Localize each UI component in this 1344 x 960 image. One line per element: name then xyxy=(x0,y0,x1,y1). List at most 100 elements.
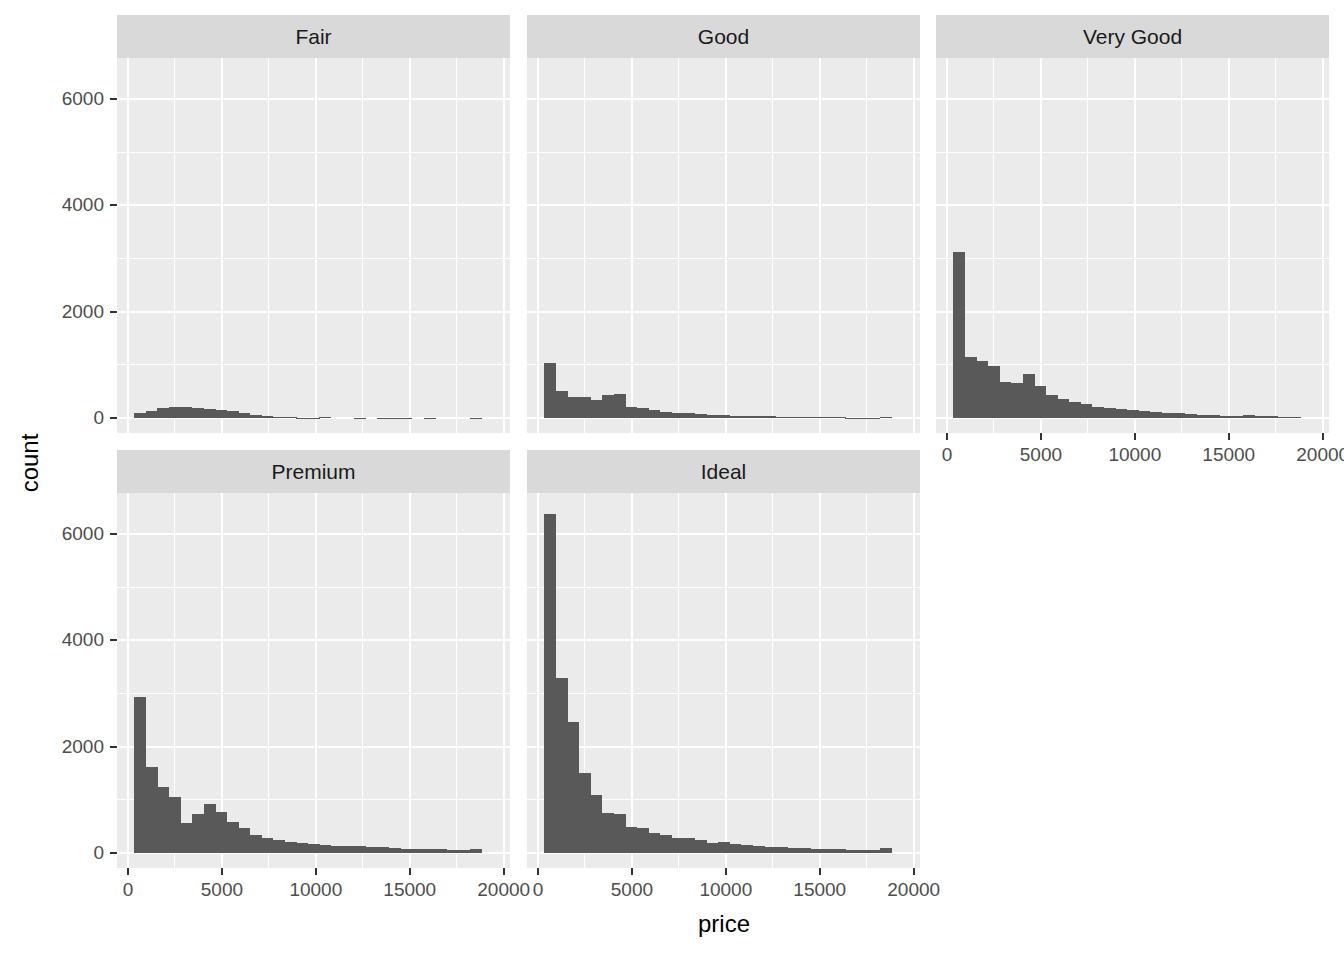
histogram-bar xyxy=(706,415,718,418)
histogram-bar xyxy=(787,417,799,418)
gridline-x-major xyxy=(819,58,821,433)
histogram-bar xyxy=(1115,409,1127,418)
histogram-bar xyxy=(857,850,869,853)
histogram-bar xyxy=(799,417,811,418)
gridline-y-minor xyxy=(117,258,510,259)
gridline-x-major xyxy=(537,58,539,433)
histogram-bar xyxy=(567,722,579,853)
facet-strip-label: Premium xyxy=(271,460,355,484)
gridline-y-major xyxy=(527,98,920,100)
histogram-bar xyxy=(146,767,158,853)
gridline-y-major xyxy=(527,639,920,641)
facet-panel xyxy=(527,58,920,433)
gridline-y-major xyxy=(117,311,510,313)
histogram-bar xyxy=(1289,417,1301,418)
histogram-bar xyxy=(695,414,707,418)
histogram-bar xyxy=(729,416,741,418)
x-tick-mark xyxy=(946,433,948,440)
gridline-y-minor xyxy=(936,258,1329,259)
y-tick-mark xyxy=(110,417,117,419)
histogram-bar xyxy=(192,408,204,418)
gridline-x-major xyxy=(127,58,129,433)
gridline-y-major xyxy=(117,746,510,748)
histogram-bar xyxy=(544,514,556,853)
y-tick-mark xyxy=(110,204,117,206)
y-tick-mark xyxy=(110,98,117,100)
gridline-x-minor xyxy=(584,58,585,433)
gridline-x-minor xyxy=(1087,58,1088,433)
gridline-x-minor xyxy=(772,493,773,868)
histogram-bar xyxy=(250,415,262,418)
y-tick-label: 6000 xyxy=(34,523,104,545)
gridline-y-major xyxy=(117,98,510,100)
facet-panel xyxy=(527,493,920,868)
gridline-y-major xyxy=(936,98,1329,100)
histogram-bar xyxy=(590,400,602,418)
histogram-bar xyxy=(470,849,482,853)
y-tick-label: 6000 xyxy=(34,88,104,110)
histogram-bar xyxy=(308,844,320,853)
histogram-bar xyxy=(227,822,239,853)
histogram-bar xyxy=(753,846,765,853)
histogram-bar xyxy=(1138,411,1150,418)
gridline-x-minor xyxy=(268,58,269,433)
gridline-y-minor xyxy=(527,364,920,365)
histogram-bar xyxy=(285,417,297,418)
histogram-bar xyxy=(157,787,169,853)
x-tick-mark xyxy=(819,868,821,875)
x-tick-label: 15000 xyxy=(1184,444,1274,466)
histogram-bar xyxy=(354,846,366,853)
histogram-bar xyxy=(435,849,447,853)
histogram-bar xyxy=(822,417,834,418)
facet-panel xyxy=(117,493,510,868)
histogram-bar xyxy=(1173,413,1185,418)
gridline-x-minor xyxy=(866,493,867,868)
gridline-y-minor xyxy=(527,693,920,694)
histogram-bar xyxy=(614,814,626,853)
histogram-bar xyxy=(458,850,470,853)
histogram-bar xyxy=(718,415,730,418)
gridline-y-major xyxy=(117,204,510,206)
histogram-bar xyxy=(146,411,158,418)
histogram-bar xyxy=(672,838,684,853)
facet-strip-label: Ideal xyxy=(701,460,747,484)
histogram-bar xyxy=(1243,415,1255,418)
gridline-x-major xyxy=(1228,58,1230,433)
facet-strip-label: Very Good xyxy=(1083,25,1182,49)
histogram-bar xyxy=(1127,410,1139,418)
histogram-bar xyxy=(262,416,274,418)
x-tick-label: 0 xyxy=(83,879,173,901)
histogram-bar xyxy=(1057,399,1069,418)
histogram-bar xyxy=(1046,395,1058,418)
histogram-bar xyxy=(424,849,436,853)
x-tick-label: 20000 xyxy=(869,879,959,901)
x-tick-label: 20000 xyxy=(1278,444,1344,466)
histogram-bar xyxy=(447,850,459,853)
histogram-bar xyxy=(180,823,192,853)
gridline-x-major xyxy=(913,58,915,433)
facet-strip-label: Good xyxy=(698,25,749,49)
histogram-bar xyxy=(285,842,297,853)
x-tick-label: 10000 xyxy=(681,879,771,901)
histogram-bar xyxy=(822,849,834,853)
x-tick-label: 5000 xyxy=(177,879,267,901)
gridline-y-minor xyxy=(527,152,920,153)
histogram-bar xyxy=(776,417,788,418)
faceted-histogram-figure: count price FairGoodVery Good05000100001… xyxy=(0,0,1344,960)
histogram-bar xyxy=(741,845,753,853)
gridline-y-major xyxy=(936,311,1329,313)
histogram-bar xyxy=(389,848,401,853)
gridline-y-minor xyxy=(527,258,920,259)
histogram-bar xyxy=(811,417,823,418)
histogram-bar xyxy=(880,417,892,418)
histogram-bar xyxy=(625,407,637,418)
histogram-bar xyxy=(238,413,250,418)
gridline-x-major xyxy=(221,58,223,433)
histogram-bar xyxy=(648,833,660,853)
histogram-bar xyxy=(1081,404,1093,418)
histogram-bar xyxy=(1208,415,1220,418)
histogram-bar xyxy=(544,363,556,418)
histogram-bar xyxy=(614,394,626,418)
gridline-y-minor xyxy=(117,587,510,588)
x-axis-title: price xyxy=(117,910,1331,938)
